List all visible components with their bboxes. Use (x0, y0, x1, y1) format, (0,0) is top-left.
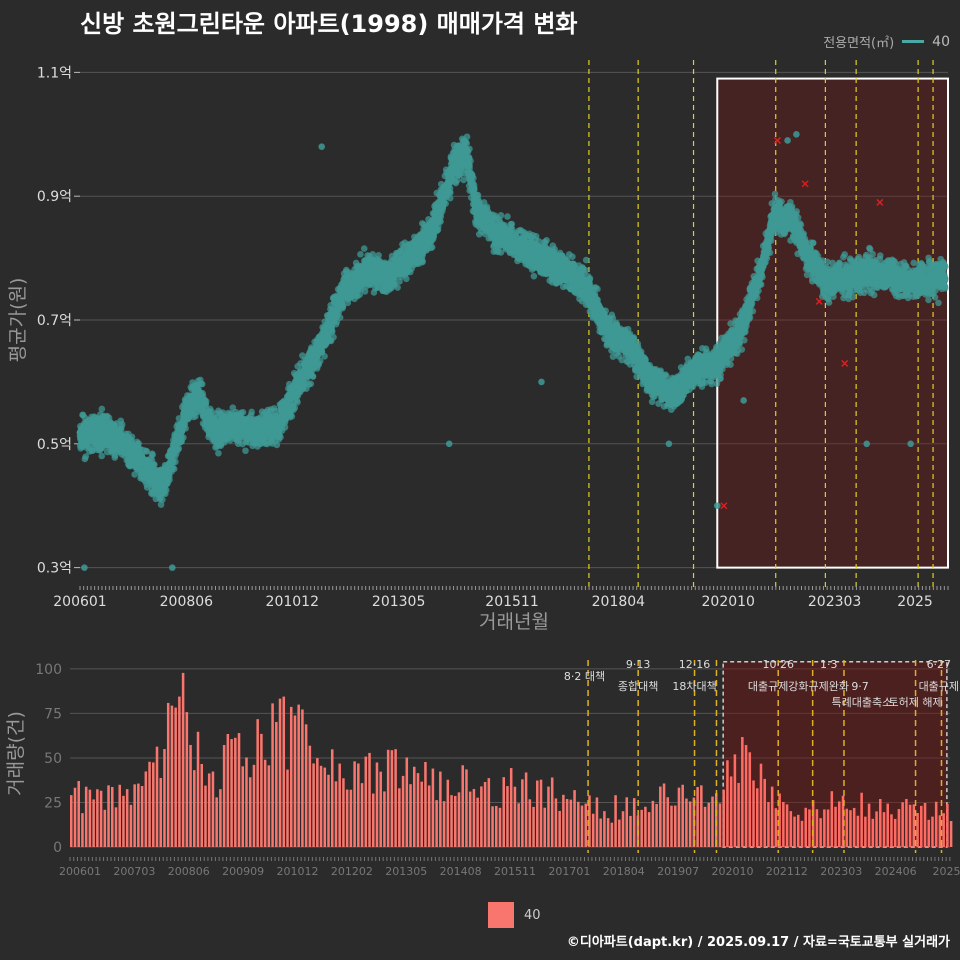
data-point (474, 191, 482, 199)
data-point (403, 275, 410, 283)
data-point (135, 440, 142, 447)
data-point (157, 501, 165, 508)
data-point (131, 471, 138, 478)
data-point (569, 253, 576, 261)
data-point (202, 398, 210, 405)
legend-line-swatch (902, 40, 925, 43)
data-point (428, 243, 436, 251)
data-point (442, 200, 449, 207)
data-point (504, 213, 511, 220)
data-point (182, 425, 189, 432)
data-point (330, 333, 337, 341)
data-point (463, 133, 471, 141)
data-point (170, 465, 178, 473)
data-point (198, 380, 206, 388)
data-point (530, 272, 538, 280)
data-point (470, 185, 478, 192)
data-point (309, 373, 317, 380)
chart-title: 신방 초원그린타운 아파트(1998) 매매가격 변화 (80, 10, 578, 38)
data-point (307, 380, 315, 388)
legend-area-value: 40 (932, 33, 950, 50)
data-point (497, 212, 505, 219)
data-point (467, 157, 474, 165)
data-point (470, 174, 477, 182)
legend-area: 전용면적(㎡) 40 (823, 32, 950, 52)
data-point (582, 266, 590, 274)
data-point (143, 448, 151, 455)
data-point (180, 434, 187, 441)
data-point (166, 476, 173, 484)
y-tick-label: 0.3억 (37, 561, 72, 577)
data-point (242, 447, 249, 455)
data-point (394, 284, 401, 291)
data-point (215, 449, 222, 457)
data-point (128, 433, 136, 441)
y-tick-label: 0.5억 (37, 437, 72, 453)
data-point (239, 409, 247, 416)
data-points (76, 130, 949, 571)
data-point (248, 408, 255, 416)
data-point (336, 314, 344, 321)
legend-area-title: 전용면적(㎡) (823, 36, 895, 51)
data-point (357, 251, 364, 258)
data-point (543, 237, 550, 244)
data-point (150, 460, 158, 468)
data-point (321, 352, 328, 360)
data-point (118, 421, 126, 428)
data-point (159, 496, 166, 503)
data-point (594, 285, 601, 293)
data-point (82, 453, 90, 460)
data-point (172, 458, 179, 466)
highlight-box (716, 77, 949, 569)
data-point (586, 275, 594, 282)
data-point (447, 189, 454, 197)
data-point (98, 405, 106, 413)
data-point (149, 451, 156, 459)
y-tick-label: 0.7억 (37, 313, 72, 329)
data-point (602, 307, 609, 315)
data-point (419, 258, 426, 265)
data-point (163, 486, 170, 494)
y-tick-label: 1.1억 (37, 65, 72, 81)
data-point (288, 413, 296, 420)
data-point (637, 348, 645, 356)
data-point (277, 433, 284, 441)
data-point (582, 256, 590, 264)
data-point (175, 445, 183, 452)
data-point (360, 245, 368, 252)
data-point (466, 145, 473, 153)
data-point (98, 452, 106, 460)
data-point (294, 399, 301, 406)
y-tick-label: 0.9억 (37, 189, 72, 205)
